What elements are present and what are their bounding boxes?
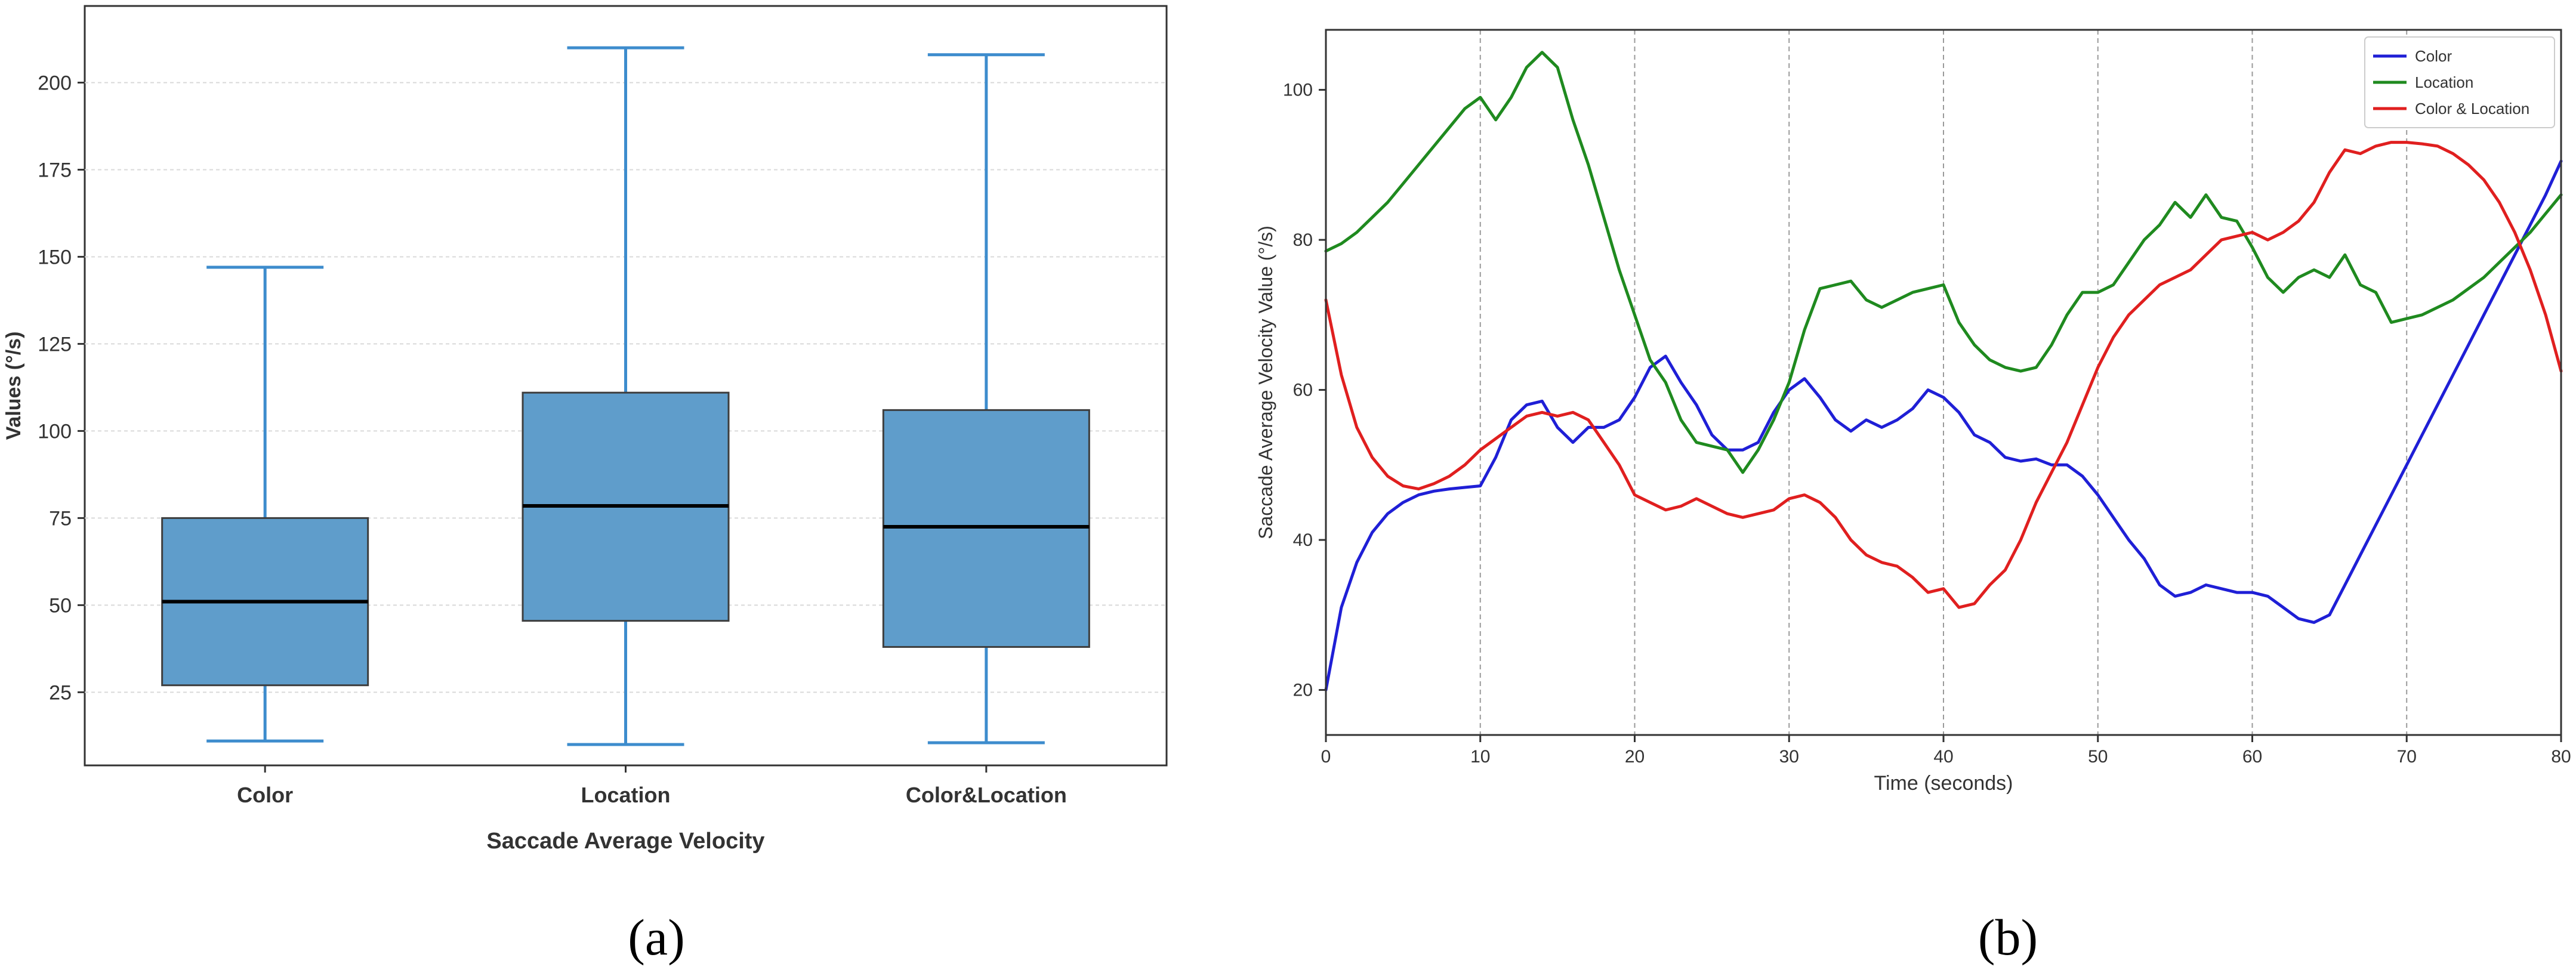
- panel-label-a: (a): [628, 909, 684, 966]
- chart-a-y-tick-label: 75: [49, 507, 72, 530]
- chart-a-y-tick-label: 200: [38, 72, 72, 94]
- chart-a-y-tick-label: 50: [49, 594, 72, 617]
- box-color: [161, 265, 369, 743]
- chart-b-y-tick-label: 20: [1293, 681, 1313, 700]
- chart-a-x-tick-label: Color: [237, 783, 293, 807]
- series-line-color: [1324, 159, 2563, 692]
- chart-a-x-axis-label: Saccade Average Velocity: [486, 829, 764, 854]
- chart-a-y-tick-label: 125: [38, 333, 72, 356]
- chart-b-x-tick-label: 0: [1321, 747, 1331, 767]
- legend-box: [2364, 36, 2555, 128]
- chart-b-gridlines: [1479, 30, 2408, 735]
- box-location: [522, 46, 730, 746]
- legend-label-color: Color: [2415, 47, 2452, 65]
- chart-b-x-tick-label: 80: [2551, 747, 2571, 767]
- chart-b-y-tick-label: 60: [1293, 381, 1313, 400]
- box-color-location: [882, 53, 1090, 745]
- legend-label-location: Location: [2415, 73, 2473, 91]
- chart-b-legend: Color Location Color & Location: [2364, 36, 2555, 128]
- chart-b-line-chart: 20 40 60 80 100 0 10 20 30 40 50 60 70 80 Time (seco…: [1255, 29, 2571, 795]
- panel-label-b: (b): [1978, 909, 2038, 966]
- chart-b-y-tick-label: 40: [1293, 530, 1313, 550]
- chart-b-y-ticks: 20 40 60 80 100: [1283, 81, 1326, 700]
- chart-b-y-tick-label: 100: [1283, 81, 1313, 100]
- chart-a-x-tick-label: Location: [581, 783, 671, 807]
- series-line-location: [1324, 51, 2563, 474]
- chart-b-x-axis-label: Time (seconds): [1874, 772, 2013, 795]
- chart-b-x-tick-label: 60: [2242, 747, 2262, 767]
- chart-b-series-lines: [1324, 51, 2563, 692]
- chart-b-y-axis-label: Saccade Average Velocity Value (°/s): [1255, 226, 1276, 539]
- chart-a-y-tick-label: 175: [38, 159, 72, 181]
- chart-b-x-tick-label: 10: [1470, 747, 1490, 767]
- chart-a-x-tick-label: Color&Location: [906, 783, 1067, 807]
- chart-b-x-tick-label: 20: [1625, 747, 1645, 767]
- series-line-color-location: [1324, 141, 2563, 609]
- chart-b-x-tick-label: 40: [1933, 747, 1953, 767]
- chart-b-y-tick-label: 80: [1293, 230, 1313, 250]
- legend-label-color-location: Color & Location: [2415, 100, 2529, 118]
- chart-b-x-tick-label: 30: [1779, 747, 1799, 767]
- chart-a-y-tick-label: 25: [49, 681, 72, 704]
- chart-a-y-ticks: 25 50 75 100 125 150 175 200: [38, 72, 85, 704]
- chart-a-boxes: [161, 46, 1090, 746]
- chart-a-y-axis-label: Values (°/s): [2, 332, 25, 440]
- chart-b-x-ticks: 0 10 20 30 40 50 60 70 80: [1321, 735, 2571, 767]
- chart-a-y-tick-label: 100: [38, 420, 72, 443]
- chart-a-x-ticks: Color Location Color&Location: [237, 765, 1067, 807]
- chart-a-y-tick-label: 150: [38, 246, 72, 268]
- chart-b-x-tick-label: 70: [2397, 747, 2417, 767]
- chart-b-x-tick-label: 50: [2088, 747, 2108, 767]
